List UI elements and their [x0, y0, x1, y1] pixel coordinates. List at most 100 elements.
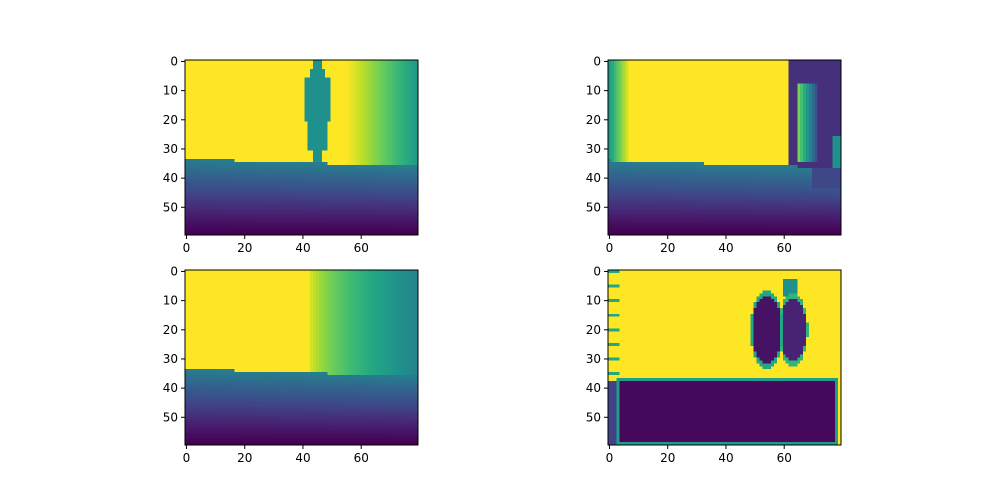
heatmap-cell: [339, 118, 343, 122]
heatmap-cell: [336, 138, 340, 142]
heatmap-cell: [196, 191, 200, 195]
heatmap-cell: [222, 202, 227, 207]
heatmap-cell: [307, 95, 311, 99]
heatmap-cell: [202, 220, 206, 224]
heatmap-cell: [286, 127, 291, 131]
heatmap-cell: [339, 214, 343, 218]
heatmap-cell: [348, 130, 352, 134]
heatmap-cell: [415, 153, 419, 157]
heatmap-cell: [208, 214, 212, 218]
heatmap-cell: [313, 77, 317, 81]
heatmap-cell: [289, 211, 294, 215]
heatmap-cell: [316, 62, 320, 67]
heatmap-cell: [214, 74, 218, 78]
heatmap-cell: [388, 173, 393, 177]
heatmap-cell: [254, 118, 259, 122]
heatmap-cell: [295, 86, 299, 90]
heatmap-cell: [190, 147, 195, 151]
heatmap-cell: [278, 62, 282, 67]
heatmap-cell: [835, 62, 839, 67]
heatmap-cell: [356, 109, 361, 113]
heatmap-cell: [284, 217, 288, 221]
heatmap-cell: [619, 65, 623, 70]
heatmap-cell: [385, 115, 390, 119]
heatmap-cell: [391, 167, 395, 172]
heatmap-cell: [246, 103, 250, 107]
heatmap-cell: [251, 141, 256, 145]
heatmap-cell: [284, 135, 288, 140]
heatmap-cell: [356, 80, 361, 84]
heatmap-cell: [284, 165, 288, 169]
heatmap-cell: [193, 229, 197, 233]
heatmap-cell: [257, 211, 262, 215]
heatmap-cell: [412, 205, 416, 210]
heatmap-cell: [365, 144, 369, 148]
heatmap-cell: [785, 60, 789, 64]
heatmap-cell: [190, 185, 195, 189]
heatmap-cell: [190, 109, 195, 113]
heatmap-cell: [298, 132, 302, 137]
heatmap-cell: [406, 141, 410, 145]
heatmap-cell: [397, 97, 401, 102]
heatmap-cell: [316, 71, 320, 75]
heatmap-cell: [313, 159, 317, 163]
heatmap-cell: [380, 112, 384, 116]
heatmap-cell: [260, 83, 264, 87]
heatmap-cell: [380, 165, 384, 169]
heatmap-cell: [196, 223, 200, 227]
heatmap-cell: [397, 77, 401, 81]
heatmap-cell: [304, 127, 308, 131]
heatmap-cell: [377, 74, 381, 78]
heatmap-cell: [202, 121, 206, 125]
heatmap-cell: [251, 118, 256, 122]
heatmap-cell: [269, 97, 273, 102]
heatmap-cell: [383, 170, 387, 175]
heatmap-cell: [383, 115, 387, 119]
heatmap-cell: [217, 68, 221, 72]
heatmap-cell: [400, 138, 404, 142]
heatmap-cell: [307, 130, 311, 134]
heatmap-cell: [701, 60, 705, 64]
heatmap-cell: [415, 156, 419, 160]
heatmap-cell: [359, 132, 363, 137]
heatmap-cell: [304, 132, 308, 137]
heatmap-cell: [254, 100, 259, 105]
heatmap-cell: [353, 100, 358, 105]
heatmap-cell: [321, 86, 326, 90]
heatmap-cell: [385, 106, 390, 110]
heatmap-cell: [394, 60, 398, 64]
heatmap-cell: [397, 153, 401, 157]
heatmap-cell: [374, 121, 378, 125]
heatmap-cell: [345, 80, 349, 84]
heatmap-cell: [377, 103, 381, 107]
heatmap-cell: [301, 92, 305, 96]
heatmap-cell: [324, 162, 329, 166]
heatmap-cell: [385, 74, 390, 78]
heatmap-cell: [397, 179, 401, 183]
heatmap-cell: [222, 226, 227, 230]
heatmap-cell: [383, 226, 387, 230]
heatmap-cell: [321, 80, 326, 84]
heatmap-cell: [310, 138, 314, 142]
heatmap-cell: [211, 118, 215, 122]
heatmap-cell: [272, 106, 276, 110]
heatmap-cell: [351, 141, 355, 145]
heatmap-cell: [304, 205, 308, 210]
heatmap-cell: [324, 223, 329, 227]
heatmap-cell: [269, 191, 273, 195]
heatmap-cell: [231, 159, 235, 163]
heatmap-cell: [318, 62, 323, 67]
heatmap-cell: [304, 173, 308, 177]
heatmap-cell: [284, 167, 288, 172]
heatmap-cell: [342, 68, 346, 72]
heatmap-cell: [272, 144, 276, 148]
heatmap-cell: [260, 138, 264, 142]
heatmap-cell: [219, 182, 224, 186]
heatmap-cell: [362, 179, 366, 183]
heatmap-cell: [254, 165, 259, 169]
heatmap-cell: [608, 60, 612, 64]
heatmap-cell: [289, 121, 294, 125]
heatmap-cell: [316, 211, 320, 215]
heatmap-cell: [292, 208, 296, 212]
heatmap-cell: [292, 103, 296, 107]
